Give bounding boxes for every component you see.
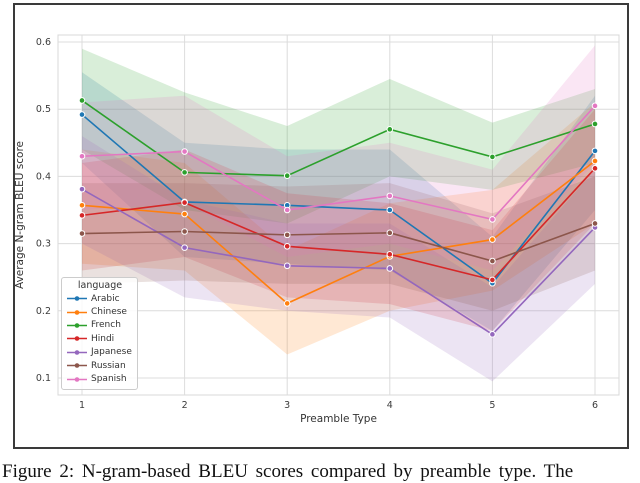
legend-item-russian: Russian	[67, 359, 133, 372]
legend-item-chinese: Chinese	[67, 305, 133, 318]
legend-label: Chinese	[91, 307, 127, 318]
legend-label: Japanese	[91, 347, 132, 358]
legend-line-marker-icon	[67, 349, 87, 355]
xtick-label: 4	[387, 400, 393, 411]
marker-chinese	[283, 300, 291, 307]
legend-item-hindi: Hindi	[67, 332, 133, 345]
legend-line-marker-icon	[67, 363, 87, 368]
marker-french	[489, 153, 496, 161]
marker-japanese	[78, 185, 86, 193]
band-chinese	[82, 102, 595, 355]
legend-line-marker-icon	[67, 336, 87, 342]
legend-line-marker-icon	[67, 296, 87, 301]
chart-legend: language Arabic Chinese French Hindi Japanes…	[61, 277, 138, 390]
legend-label: Spanish	[91, 374, 127, 385]
marker-russian	[78, 230, 86, 237]
legend-title: language	[77, 280, 123, 291]
y-axis-label: Average N-gram BLEU score	[15, 141, 26, 289]
ytick-label: 0.1	[36, 373, 51, 384]
legend-items: Arabic Chinese French Hindi Japanese Russian S…	[67, 292, 133, 386]
line-french	[81, 99, 596, 177]
marker-chinese	[181, 210, 188, 218]
band-arabic	[82, 72, 595, 331]
marker-russian	[489, 257, 496, 265]
marker-spanish	[78, 152, 86, 160]
marker-chinese	[78, 201, 86, 209]
legend-label: Russian	[91, 360, 126, 371]
xtick-label: 5	[489, 400, 495, 411]
legend-label: Hindi	[91, 333, 115, 344]
marker-chinese	[489, 236, 496, 243]
xtick-label: 3	[284, 400, 290, 411]
legend-item-arabic: Arabic	[67, 292, 133, 305]
marker-french	[283, 172, 291, 180]
x-axis-label: Preamble Type	[300, 413, 377, 425]
ytick-label: 0.4	[36, 171, 51, 182]
marker-japanese	[489, 331, 496, 338]
xtick-label: 2	[182, 400, 188, 411]
marker-russian	[181, 228, 188, 235]
band-russian	[82, 176, 595, 311]
xtick-label: 1	[79, 400, 85, 411]
marker-spanish	[591, 102, 599, 110]
marker-chinese	[591, 157, 599, 165]
marker-hindi	[386, 251, 394, 258]
marker-hindi	[489, 276, 496, 284]
legend-item-french: French	[67, 319, 133, 332]
legend-label: Arabic	[91, 293, 120, 304]
marker-spanish	[283, 206, 291, 214]
figure-box: 0.1 0.2 0.3 0.4 0.5 0.6 1 2 3 4 5 6 Preamble Type Ave…	[13, 3, 629, 449]
legend-line-marker-icon	[67, 309, 87, 315]
ytick-label: 0.3	[36, 239, 51, 250]
band-japanese	[82, 136, 595, 382]
marker-hindi	[181, 199, 188, 206]
ytick-label: 0.2	[36, 306, 51, 317]
band-french	[82, 48, 595, 224]
ytick-label: 0.5	[36, 104, 51, 115]
marker-hindi	[591, 165, 599, 172]
band-hindi	[82, 109, 595, 331]
marker-russian	[386, 229, 394, 237]
marker-japanese	[283, 262, 291, 270]
marker-russian	[591, 220, 599, 227]
legend-line-marker-icon	[67, 376, 87, 382]
marker-japanese	[386, 265, 394, 272]
line-japanese	[81, 188, 596, 336]
marker-arabic	[78, 111, 86, 118]
ytick-label: 0.6	[36, 37, 51, 48]
xtick-label: 6	[592, 400, 598, 411]
line-chinese	[81, 160, 596, 305]
marker-spanish	[489, 216, 496, 223]
marker-french	[78, 97, 86, 104]
marker-spanish	[181, 148, 188, 155]
line-russian	[81, 222, 596, 262]
marker-arabic	[591, 147, 599, 155]
marker-arabic	[386, 206, 394, 214]
marker-french	[591, 120, 599, 128]
bleu-line-chart: 0.1 0.2 0.3 0.4 0.5 0.6 1 2 3 4 5 6 Preamble Type Ave…	[15, 34, 620, 425]
marker-russian	[283, 231, 291, 239]
legend-item-spanish: Spanish	[67, 372, 133, 385]
marker-hindi	[283, 242, 291, 250]
marker-french	[181, 169, 188, 176]
line-spanish	[81, 105, 596, 221]
marker-japanese	[181, 244, 188, 251]
marker-spanish	[386, 192, 394, 200]
legend-item-japanese: Japanese	[67, 346, 133, 359]
legend-label: French	[91, 320, 121, 331]
legend-line-marker-icon	[67, 323, 87, 328]
line-hindi	[81, 167, 596, 281]
figure-caption: Figure 2: N-gram-based BLEU scores compa…	[2, 461, 574, 482]
marker-hindi	[78, 212, 86, 219]
marker-french	[386, 126, 394, 133]
